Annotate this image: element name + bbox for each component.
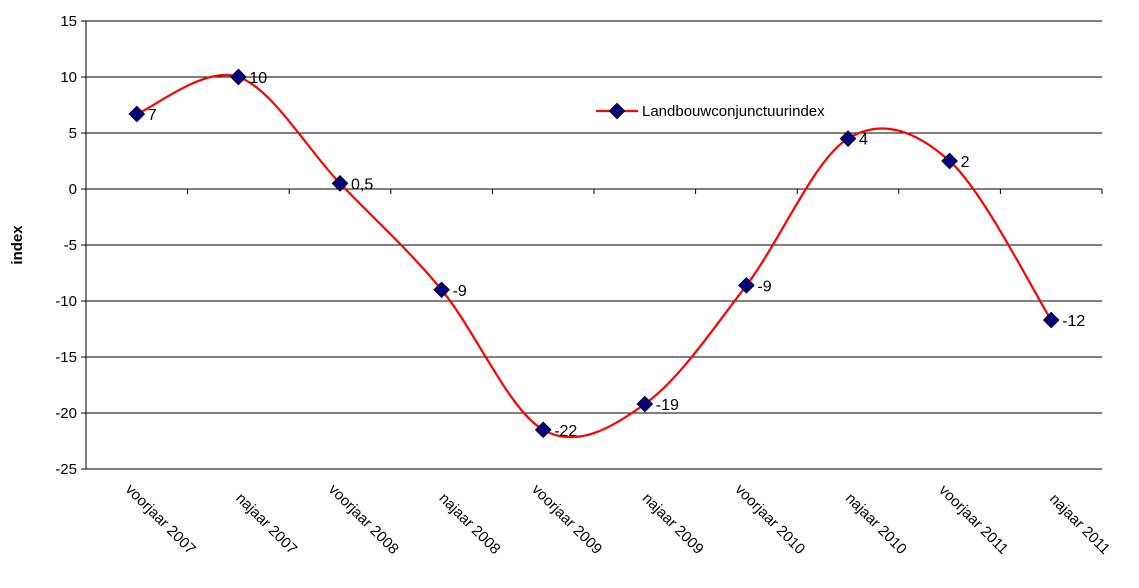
data-label: 4 [859,132,868,149]
x-category-label: najaar 2008 [436,490,504,558]
legend: Landbouwconjunctuurindex [596,102,825,120]
y-axis-ticks: 15 10 5 0 -5 -10 -15 -20 -25 [55,13,86,478]
data-label: 7 [148,107,157,124]
x-category-label: voorjaar 2007 [122,481,199,558]
data-label: -9 [757,278,771,295]
data-point-marker [941,152,958,170]
data-point-marker [534,421,552,439]
x-category-label: voorjaar 2010 [732,481,809,558]
data-point-marker [738,276,755,294]
y-tick-label: -5 [64,237,77,254]
x-axis-ticks: voorjaar 2007 najaar 2007 voorjaar 2008 naj… [85,189,1113,558]
x-category-label: najaar 2009 [639,490,707,558]
x-category-label: voorjaar 2009 [528,481,605,558]
data-label: 0,5 [351,176,373,193]
data-point-marker [230,68,247,86]
series-line [136,74,1053,439]
y-tick-label: -20 [55,405,77,422]
series-markers [128,68,1060,439]
y-tick-label: -15 [55,349,77,366]
data-point-marker [839,130,857,147]
y-tick-label: 5 [69,125,77,142]
data-label: 10 [249,70,267,87]
data-point-marker [128,105,146,123]
y-tick-label: -10 [55,293,77,310]
x-category-label: voorjaar 2011 [935,482,1011,558]
y-tick-label: 0 [69,181,77,198]
y-axis-title: index [9,225,26,265]
x-category-label: najaar 2011 [1046,491,1113,558]
data-label: 2 [961,154,970,171]
data-label: -9 [453,283,467,300]
data-labels: 7 10 0,5 -9 -22 -19 -9 4 2 -12 [148,70,1086,440]
data-label: -19 [656,397,679,414]
x-category-label: voorjaar 2008 [325,481,402,558]
data-point-marker [1042,311,1060,329]
legend-label: Landbouwconjunctuurindex [642,103,825,120]
legend-marker [608,102,626,120]
y-tick-label: 15 [60,13,77,30]
y-tick-label: 10 [60,69,77,86]
data-label: -22 [554,423,577,440]
x-category-label: najaar 2007 [232,490,300,558]
data-point-marker [331,175,349,192]
gridlines [86,20,1102,470]
y-tick-label: -25 [55,461,77,478]
data-point-marker [636,395,654,413]
data-point-marker [433,281,450,299]
data-label: -12 [1062,313,1085,330]
x-category-label: najaar 2010 [842,490,910,558]
